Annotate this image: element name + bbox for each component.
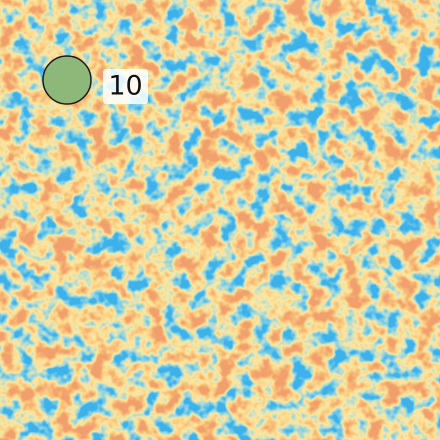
label-box: [103, 69, 148, 104]
marker[interactable]: [42, 55, 92, 105]
marker-label: 10: [108, 71, 142, 102]
